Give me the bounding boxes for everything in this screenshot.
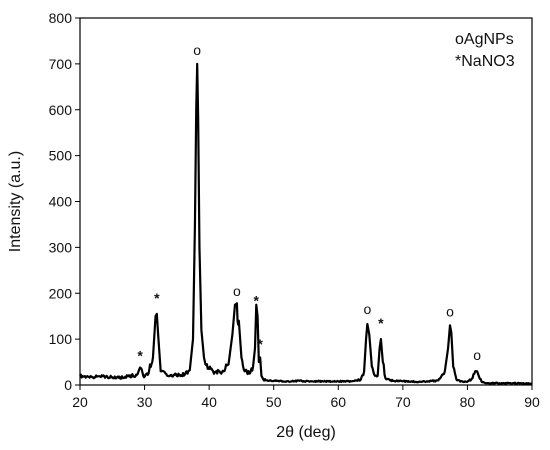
nano3-peak-marker: *	[257, 336, 263, 352]
y-tick-label: 200	[49, 285, 73, 301]
agnp-peak-marker: o	[233, 283, 241, 299]
plot-area: 20 30 40 50 60 70 80 90 0 100 200 300 400 500 600 700 80…	[49, 10, 540, 410]
x-tick-label: 90	[524, 394, 540, 410]
xrd-pattern-line	[79, 62, 533, 386]
x-tick-label: 50	[266, 394, 282, 410]
x-tick-label: 30	[137, 394, 153, 410]
nano3-peak-marker: *	[154, 290, 160, 306]
y-tick-label: 500	[49, 148, 73, 164]
y-axis-title: Intensity (a.u.)	[7, 151, 24, 252]
agnp-peak-marker: o	[193, 42, 201, 58]
nano3-peak-marker: *	[254, 292, 260, 308]
x-tick-label: 70	[395, 394, 411, 410]
agnp-peak-marker: o	[473, 347, 481, 363]
agnp-peak-marker: o	[446, 303, 454, 319]
legend-marker: *	[455, 53, 461, 70]
y-tick-label: 600	[49, 102, 73, 118]
y-tick-label: 700	[49, 56, 73, 72]
legend-label: NaNO3	[461, 53, 514, 70]
legend-entry: oAgNPs	[455, 31, 514, 48]
x-tick-label: 40	[201, 394, 217, 410]
y-tick-label: 400	[49, 194, 73, 210]
nano3-peak-marker: *	[378, 315, 384, 331]
x-tick-label: 80	[460, 394, 476, 410]
y-tick-label: 300	[49, 239, 73, 255]
x-tick-label: 60	[330, 394, 346, 410]
x-axis-title: 2θ (deg)	[276, 424, 336, 441]
legend-entry: *NaNO3	[455, 53, 515, 70]
agnp-peak-marker: o	[363, 301, 371, 317]
x-tick-label: 20	[72, 394, 88, 410]
legend: oAgNPs*NaNO3	[455, 31, 515, 70]
y-tick-label: 0	[64, 377, 72, 393]
plot-frame	[79, 17, 533, 386]
legend-marker: o	[455, 31, 464, 48]
y-tick-label: 100	[49, 331, 73, 347]
nano3-peak-marker: *	[137, 347, 143, 363]
legend-label: AgNPs	[464, 31, 514, 48]
y-tick-label: 800	[49, 10, 73, 26]
